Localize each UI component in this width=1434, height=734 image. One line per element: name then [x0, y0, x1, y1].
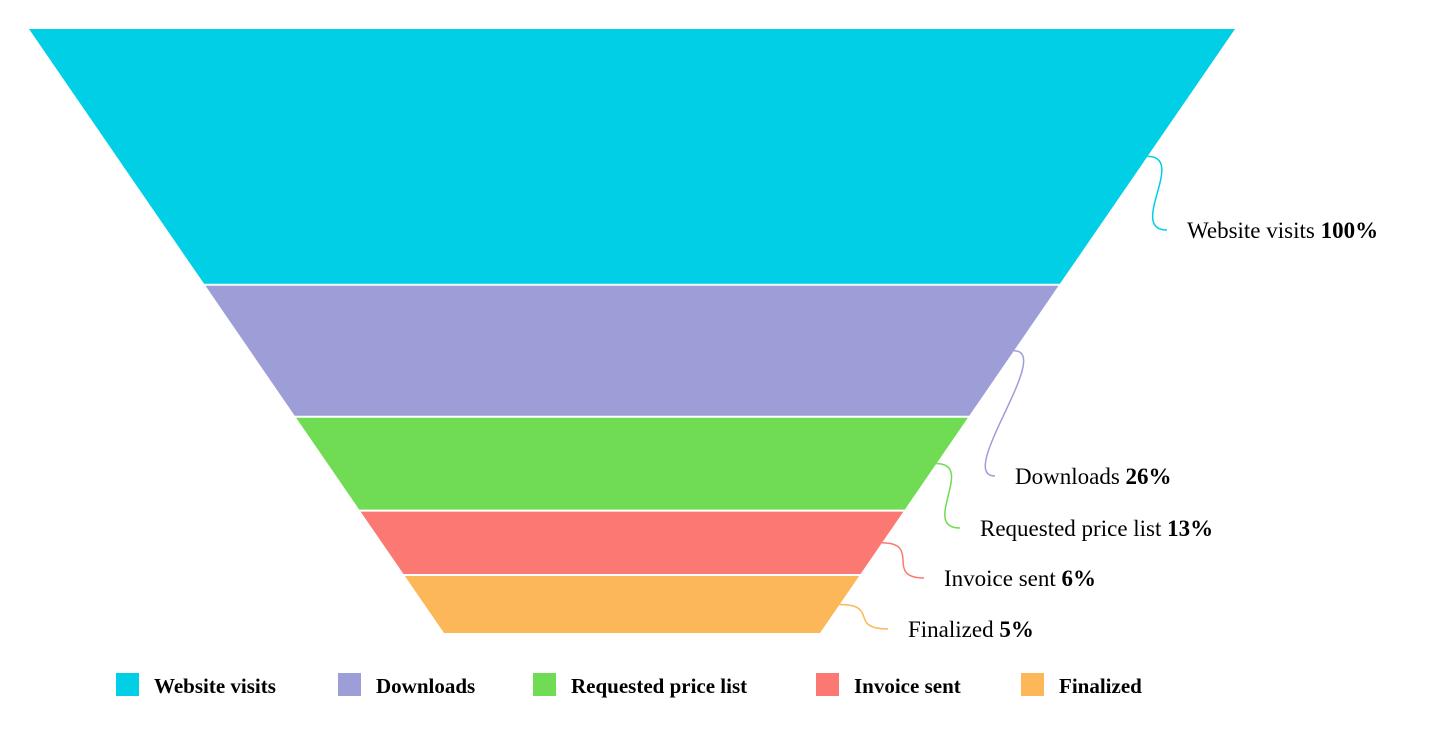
- data-label-value: 13%: [1167, 516, 1213, 541]
- funnel-segment-invoice-sent: [360, 511, 904, 575]
- funnel-segment-requested-price-list: [296, 417, 968, 510]
- data-label-requested-price-list: Requested price list 13%: [980, 516, 1213, 541]
- legend-item-finalized[interactable]: Finalized: [1021, 673, 1142, 698]
- funnel-segment-website-visits: [29, 29, 1235, 284]
- legend-swatch: [116, 673, 139, 696]
- legend-item-invoice-sent[interactable]: Invoice sent: [816, 673, 961, 698]
- data-label-name: Finalized: [908, 617, 999, 642]
- legend-label: Invoice sent: [854, 674, 961, 698]
- leader-line-website-visits: [1147, 155, 1168, 231]
- data-label-value: 5%: [999, 617, 1034, 642]
- data-label-value: 6%: [1062, 566, 1097, 591]
- leader-line-requested-price-list: [936, 462, 961, 529]
- funnel-segment-downloads: [205, 285, 1059, 416]
- leader-line-invoice-sent: [881, 542, 925, 579]
- data-label-website-visits: Website visits 100%: [1187, 218, 1378, 243]
- funnel-segment-finalized: [404, 576, 860, 633]
- label-leader-lines: [839, 155, 1168, 630]
- legend-label: Finalized: [1059, 674, 1142, 698]
- legend-swatch: [1021, 673, 1044, 696]
- data-label-finalized: Finalized 5%: [908, 617, 1034, 642]
- legend-item-website-visits[interactable]: Website visits: [116, 673, 276, 698]
- legend-label: Downloads: [376, 674, 475, 698]
- legend-swatch: [338, 673, 361, 696]
- legend-label: Website visits: [154, 674, 276, 698]
- leader-line-downloads: [984, 350, 1025, 477]
- legend-item-downloads[interactable]: Downloads: [338, 673, 475, 698]
- legend-swatch: [533, 673, 556, 696]
- data-label-name: Downloads: [1015, 464, 1126, 489]
- legend-swatch: [816, 673, 839, 696]
- legend-item-requested-price-list[interactable]: Requested price list: [533, 673, 747, 698]
- data-label-invoice-sent: Invoice sent 6%: [944, 566, 1096, 591]
- legend: Website visits Downloads Requested price l…: [116, 673, 1142, 698]
- funnel-segments: [29, 29, 1235, 633]
- data-label-value: 100%: [1321, 218, 1379, 243]
- data-label-name: Requested price list: [980, 516, 1167, 541]
- leader-line-finalized: [839, 603, 889, 630]
- data-label-name: Invoice sent: [944, 566, 1062, 591]
- data-label-name: Website visits: [1187, 218, 1321, 243]
- data-label-value: 26%: [1126, 464, 1172, 489]
- data-label-downloads: Downloads 26%: [1015, 464, 1172, 489]
- legend-label: Requested price list: [571, 674, 747, 698]
- data-labels: Website visits 100% Downloads 26% Requeste…: [908, 218, 1378, 642]
